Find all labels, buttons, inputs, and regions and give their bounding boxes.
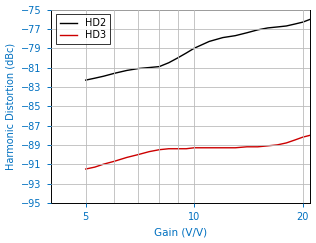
HD3 bbox=[234, 146, 237, 149]
HD3 bbox=[84, 168, 88, 171]
HD3 bbox=[266, 144, 270, 147]
HD2 bbox=[176, 56, 180, 59]
HD2 bbox=[301, 21, 305, 24]
HD3 bbox=[93, 166, 97, 169]
HD2 bbox=[147, 66, 151, 69]
HD2 bbox=[184, 52, 188, 54]
HD3 bbox=[301, 136, 305, 139]
HD3 bbox=[176, 147, 180, 150]
HD2 bbox=[112, 72, 116, 75]
HD2 bbox=[276, 26, 279, 28]
HD3 bbox=[184, 147, 188, 150]
HD2 bbox=[256, 28, 260, 31]
Legend: HD2, HD3: HD2, HD3 bbox=[56, 14, 110, 44]
HD2 bbox=[192, 47, 196, 50]
HD2 bbox=[207, 40, 211, 43]
HD3 bbox=[112, 160, 116, 163]
HD3 bbox=[245, 145, 249, 148]
HD2 bbox=[157, 65, 161, 68]
HD3 bbox=[308, 134, 312, 137]
HD3 bbox=[256, 145, 260, 148]
HD2 bbox=[245, 31, 249, 34]
HD2 bbox=[101, 75, 105, 78]
HD2 bbox=[284, 25, 288, 27]
HD2 bbox=[266, 26, 270, 29]
HD2 bbox=[137, 67, 140, 70]
HD3 bbox=[192, 146, 196, 149]
HD3 bbox=[221, 146, 225, 149]
Y-axis label: Harmonic Distortion (dBc): Harmonic Distortion (dBc) bbox=[6, 43, 15, 170]
HD2 bbox=[84, 79, 88, 82]
HD3 bbox=[147, 150, 151, 153]
HD3 bbox=[167, 147, 171, 150]
HD3 bbox=[101, 163, 105, 166]
HD3 bbox=[207, 146, 211, 149]
HD2 bbox=[221, 36, 225, 39]
HD3 bbox=[293, 139, 297, 141]
HD2 bbox=[167, 61, 171, 64]
HD2 bbox=[308, 18, 312, 21]
HD2 bbox=[234, 34, 237, 37]
HD2 bbox=[293, 23, 297, 26]
HD3 bbox=[276, 143, 279, 146]
Line: HD2: HD2 bbox=[86, 19, 310, 80]
HD3 bbox=[157, 148, 161, 151]
Line: HD3: HD3 bbox=[86, 135, 310, 169]
HD3 bbox=[284, 141, 288, 144]
HD2 bbox=[93, 77, 97, 80]
X-axis label: Gain (V/V): Gain (V/V) bbox=[154, 227, 207, 237]
HD3 bbox=[137, 153, 140, 156]
HD2 bbox=[125, 69, 129, 72]
HD3 bbox=[125, 156, 129, 159]
